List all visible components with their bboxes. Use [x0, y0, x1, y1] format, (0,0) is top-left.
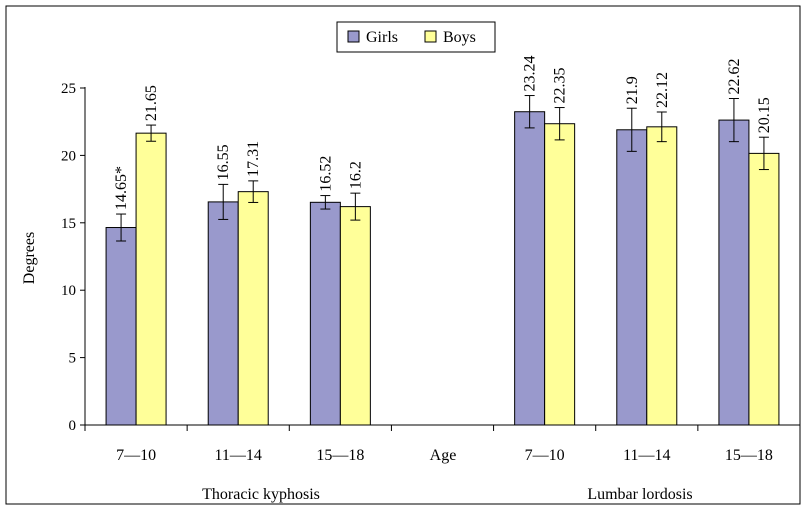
data-label: 23.24	[522, 56, 539, 92]
data-label: 17.31	[245, 141, 262, 177]
legend-label-girls: Girls	[366, 29, 398, 46]
bar-boys	[748, 152, 780, 426]
legend-label-boys: Boys	[443, 29, 476, 46]
group-label-thoracic: Thoracic kyphosis	[202, 486, 320, 503]
data-label: 21.9	[624, 76, 641, 104]
bar-boys	[646, 126, 678, 426]
y-tick-label: 5	[69, 351, 77, 367]
axes: 0 5 10 15 20 25	[61, 81, 801, 434]
legend-swatch-boys	[424, 30, 437, 43]
data-label: 16.52	[317, 156, 334, 192]
legend-box	[336, 21, 496, 53]
bar-girls	[718, 119, 750, 426]
bar-boys	[237, 191, 269, 426]
y-tick-label: 0	[69, 418, 77, 434]
data-label: 16.2	[347, 161, 364, 189]
bar-girls	[207, 201, 239, 426]
y-axis-label: Degrees	[21, 232, 38, 284]
x-axis-center-label: Age	[430, 447, 457, 464]
y-tick-label: 10	[61, 283, 76, 299]
bar-boys	[135, 132, 167, 426]
data-label: 22.62	[726, 59, 743, 95]
bar-girls	[616, 129, 648, 426]
x-tick-label: 11—14	[623, 447, 670, 464]
data-label: 20.15	[756, 97, 773, 133]
x-tick-label: 15—18	[316, 447, 364, 464]
x-tick-label: 7—10	[116, 447, 156, 464]
bar-boys	[339, 206, 371, 426]
bar-girls	[309, 201, 341, 426]
y-tick-label: 20	[61, 148, 76, 164]
data-label: 21.65	[143, 85, 160, 121]
group-label-lumbar: Lumbar lordosis	[587, 486, 692, 503]
x-tick-label: 7—10	[525, 447, 565, 464]
legend: Girls Boys	[336, 21, 496, 53]
bar-boys	[544, 123, 576, 426]
x-axis-labels: 7—10 11—14 15—18 7—10 11—14 15—18	[116, 447, 773, 464]
y-tick-label: 15	[61, 216, 76, 232]
bar-girls	[514, 111, 546, 426]
data-label: 22.35	[552, 68, 569, 104]
x-tick-label: 15—18	[725, 447, 773, 464]
legend-swatch-girls	[347, 30, 360, 43]
x-tick-label: 11—14	[215, 447, 262, 464]
bars: 14.65* 21.65 16.55 17.31 16.52 16.2 23.24 22.35…	[105, 56, 780, 426]
data-label: 14.65*	[113, 166, 130, 210]
data-label: 22.12	[654, 72, 671, 108]
data-label: 16.55	[215, 144, 232, 180]
y-tick-label: 25	[61, 81, 76, 97]
bar-girls	[105, 227, 137, 426]
